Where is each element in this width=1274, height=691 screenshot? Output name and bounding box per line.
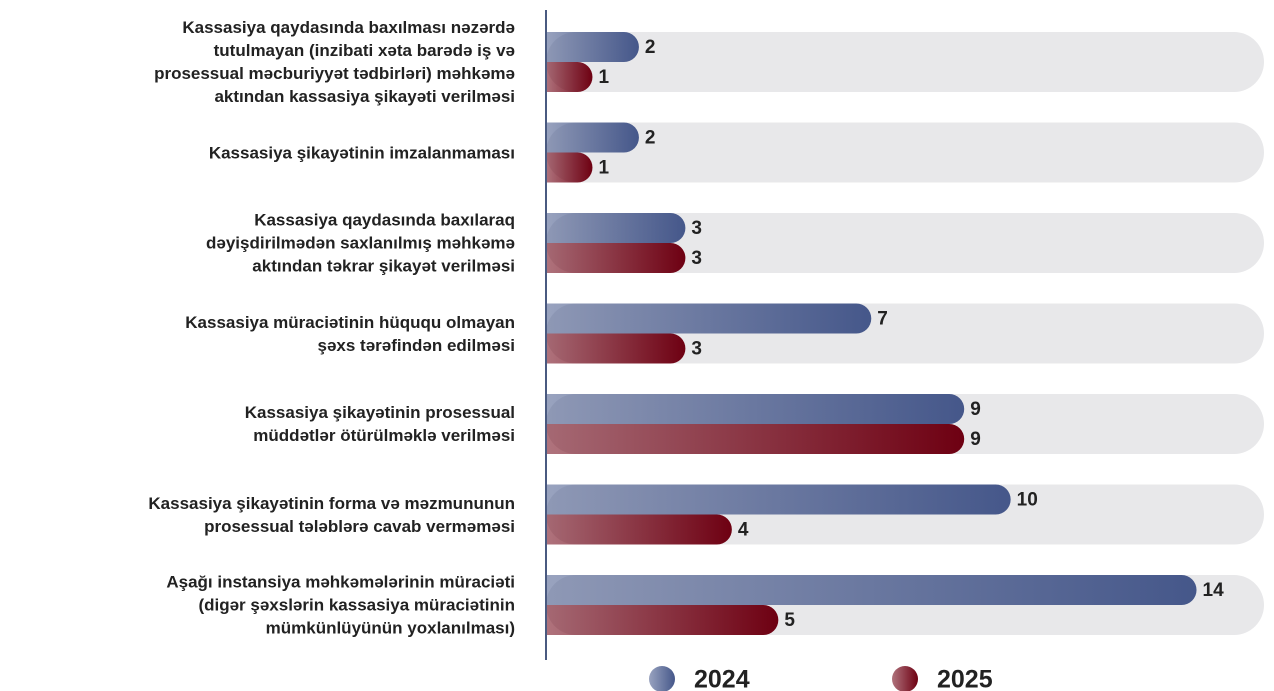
value-label: 9 [970, 399, 981, 420]
bar [546, 575, 1197, 605]
value-label: 3 [691, 218, 702, 239]
category-label: Aşağı instansiya məhkəmələrinin müraciət… [166, 572, 515, 638]
value-label: 2 [645, 128, 656, 149]
row-background [546, 213, 1264, 273]
legend-swatch [649, 666, 675, 691]
value-label: 14 [1203, 580, 1225, 601]
category-label: Kassasiya qaydasında baxılması nəzərdə t… [154, 18, 515, 106]
bar [546, 333, 686, 364]
value-label: 9 [970, 429, 981, 450]
category-label: Kassasiya şikayətinin prosessual müddətl… [244, 403, 515, 445]
category-label: Kassasiya şikayətinin forma və məzmununu… [148, 493, 515, 536]
legend-label: 2025 [937, 666, 993, 691]
bar [546, 303, 872, 334]
bar [546, 122, 639, 153]
category-label: Kassasiya qaydasında baxılaraq dəyişdiri… [206, 210, 515, 276]
row-background [546, 122, 1264, 183]
value-label: 4 [738, 520, 749, 541]
bar [546, 605, 779, 635]
category-label: Kassasiya müraciətinin hüququ olmayan şə… [185, 312, 515, 355]
bar [546, 32, 639, 62]
value-label: 7 [877, 309, 888, 330]
bar [546, 424, 965, 454]
value-label: 2 [645, 37, 656, 58]
value-label: 3 [691, 248, 702, 269]
value-label: 5 [784, 610, 795, 631]
value-label: 1 [598, 158, 609, 179]
bar [546, 213, 686, 243]
bar [546, 394, 965, 424]
value-label: 3 [691, 339, 702, 360]
bar [546, 484, 1011, 515]
bar [546, 243, 686, 273]
bar [546, 152, 593, 183]
value-label: 10 [1017, 490, 1038, 511]
legend-label: 2024 [694, 666, 750, 691]
bar [546, 62, 593, 92]
category-label: Kassasiya şikayətinin imzalanmaması [208, 143, 515, 162]
row-background [546, 32, 1264, 92]
legend-swatch [892, 666, 918, 691]
bar [546, 514, 732, 545]
value-label: 1 [598, 67, 609, 88]
